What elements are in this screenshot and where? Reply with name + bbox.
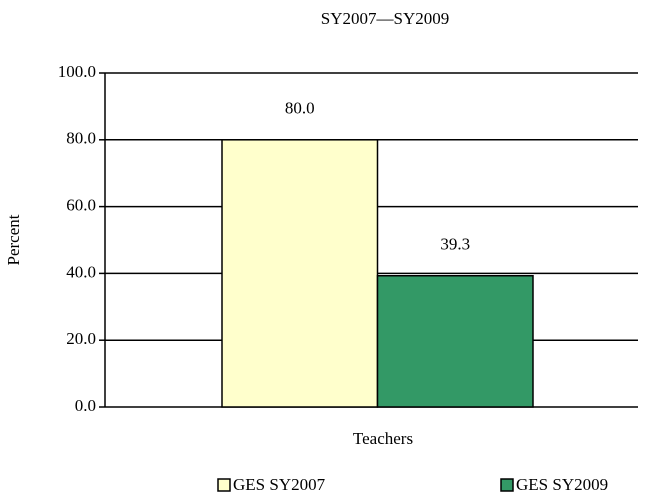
- legend-swatch: [500, 478, 514, 492]
- y-tick-label: 100.0: [58, 62, 96, 81]
- y-tick-label: 0.0: [75, 396, 96, 415]
- bar: [376, 274, 534, 408]
- legend-label: GES SY2007: [233, 475, 326, 494]
- y-tick-label: 40.0: [66, 262, 96, 281]
- y-tick-label: 60.0: [66, 196, 96, 215]
- chart-title: SY2007—SY2009: [321, 9, 449, 28]
- legend-swatch: [217, 478, 231, 492]
- data-label: 39.3: [440, 235, 470, 254]
- y-axis-title: Percent: [4, 214, 23, 265]
- y-tick-label: 20.0: [66, 329, 96, 348]
- bar: [221, 139, 379, 408]
- data-label: 80.0: [285, 99, 315, 118]
- y-tick-label: 80.0: [66, 129, 96, 148]
- x-axis-title: Teachers: [353, 429, 413, 448]
- legend-label: GES SY2009: [516, 475, 608, 494]
